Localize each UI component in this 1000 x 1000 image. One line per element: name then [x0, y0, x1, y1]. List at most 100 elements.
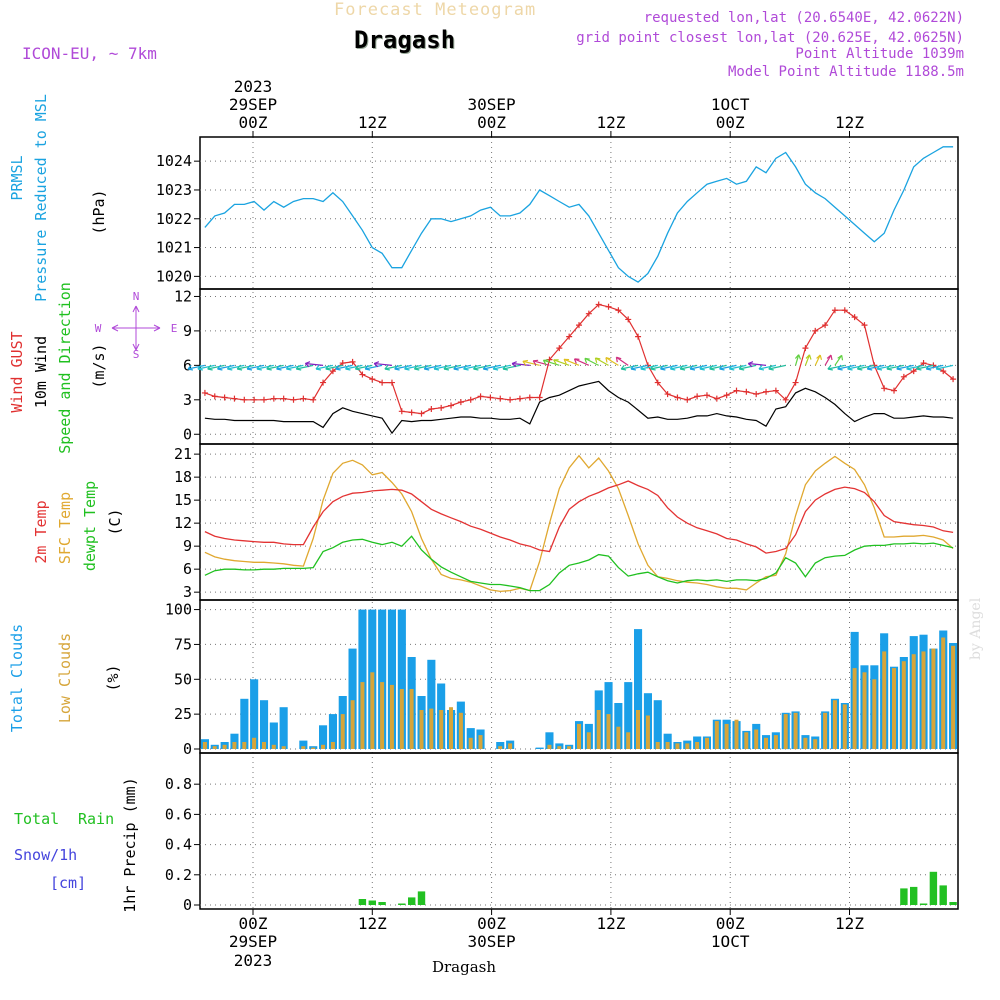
low-cloud-bar — [389, 684, 394, 749]
wind-arrow-head — [473, 364, 479, 371]
wind-arrow-head — [768, 364, 774, 371]
low-cloud-bar — [773, 735, 778, 749]
wind-direction-arrow — [493, 364, 511, 370]
wind-direction-arrow — [286, 364, 304, 370]
wind-direction-arrow — [709, 364, 727, 370]
wind-arrow-head — [325, 364, 331, 371]
low-cloud-bar — [714, 721, 719, 749]
low-cloud-bar — [705, 737, 709, 749]
wind-arrow-head — [345, 364, 351, 371]
wind-gust-label: Wind GUST — [8, 331, 26, 412]
wind-direction-arrow — [553, 359, 570, 366]
gust-marker — [703, 392, 710, 399]
wind-arrow-head — [364, 364, 371, 371]
wind-direction-arrow — [305, 362, 324, 366]
wind-direction-arrow — [266, 364, 284, 370]
wind-arrow-head — [630, 364, 637, 371]
low-cloud-bar — [567, 746, 572, 749]
rain-bar — [358, 899, 367, 905]
wind-direction-arrow — [906, 364, 924, 370]
gust-marker — [851, 314, 858, 321]
y-tick-label: 0 — [183, 740, 192, 758]
low-cloud-bar — [547, 744, 552, 749]
bottom-day-label: 1OCT — [711, 932, 750, 951]
total-cloud-bar — [230, 733, 239, 749]
wind-direction-arrow — [256, 364, 274, 370]
wind-direction-arrow — [886, 364, 904, 370]
wind-direction-arrow — [443, 364, 461, 370]
low-cloud-bar — [685, 743, 690, 749]
low-cloud-bar — [212, 746, 217, 749]
wind-arrow-head — [443, 364, 450, 371]
wind-arrow-head — [896, 364, 902, 371]
model-name: ICON-EU, ~ 7km — [22, 44, 157, 63]
compass-e: E — [171, 322, 178, 335]
wind-direction-arrow — [463, 364, 481, 370]
wind-direction-arrow — [616, 356, 629, 366]
gust-marker — [733, 387, 740, 394]
wind-arrow-head — [876, 364, 883, 371]
wind-arrow-head — [935, 364, 942, 371]
wind-arrow-head — [615, 356, 622, 363]
gust-marker — [428, 405, 435, 412]
low-cloud-bar — [911, 654, 916, 749]
total-cloud-bar — [496, 742, 505, 749]
low-cloud-bar — [419, 710, 424, 749]
wind-direction-arrow — [739, 364, 757, 370]
y-tick-label: 3 — [183, 391, 192, 409]
low-cloud-bar — [764, 737, 768, 749]
rain-bar — [939, 885, 947, 905]
y-tick-label: 1021 — [156, 239, 192, 257]
gust-marker — [241, 396, 248, 403]
gust-marker — [900, 373, 907, 380]
wind-direction-arrow — [595, 357, 609, 366]
low-cloud-bar — [813, 739, 818, 749]
dewpt-temp-label: dewpt Temp — [81, 481, 99, 571]
low-cloud-bar — [842, 704, 847, 749]
gust-marker — [497, 395, 504, 402]
gust-marker — [467, 396, 474, 403]
total-cloud-bar — [269, 722, 278, 749]
y-tick-label: 6 — [183, 356, 192, 374]
wind-direction-arrow — [512, 362, 530, 366]
wind-arrow-head — [394, 364, 400, 371]
low-cloud-bar — [301, 746, 306, 749]
wind-arrow-head — [413, 364, 420, 371]
gust-marker — [201, 389, 208, 396]
wind-arrow-head — [492, 364, 499, 371]
wind-direction-arrow — [794, 354, 800, 366]
low-cloud-bar — [262, 742, 266, 749]
temp-2m-label: 2m Temp — [32, 500, 50, 563]
gust-marker — [438, 404, 445, 411]
wind-arrow-head — [669, 364, 676, 371]
wind-unit: (m/s) — [90, 343, 108, 388]
top-day-label: 29SEP — [229, 95, 277, 114]
gust-marker — [782, 396, 789, 403]
wind-direction-arrow — [605, 357, 619, 366]
top-hour-label: 12Z — [596, 113, 625, 132]
pressure-label: PRMSL — [8, 155, 26, 200]
wind-arrow-head — [573, 358, 580, 364]
wind-direction-arrow — [197, 364, 215, 370]
wind-arrow-head — [640, 364, 646, 371]
y-tick-label: 9 — [183, 322, 192, 340]
gust-marker — [635, 333, 642, 340]
gust-marker — [664, 391, 671, 398]
wind-arrow-head — [837, 354, 844, 361]
wind-speed-direction-label: Speed and Direction — [56, 282, 74, 454]
wind-arrow-head — [906, 364, 912, 371]
gust-marker — [270, 395, 277, 402]
wind-arrow-head — [620, 364, 627, 371]
wind-direction-arrow — [543, 359, 560, 366]
total-cloud-bar — [614, 703, 623, 749]
clouds-unit: (%) — [104, 664, 122, 691]
gust-marker — [418, 410, 425, 417]
wind-direction-arrow — [827, 364, 845, 370]
bottom-hour-label: 00Z — [477, 914, 506, 933]
wind-arrow-head — [805, 354, 812, 360]
compass-w: W — [95, 322, 102, 335]
wind-direction-arrow — [335, 364, 353, 370]
rain-bar — [910, 886, 918, 905]
rain-bar — [378, 902, 386, 905]
low-cloud-bar — [498, 746, 503, 749]
